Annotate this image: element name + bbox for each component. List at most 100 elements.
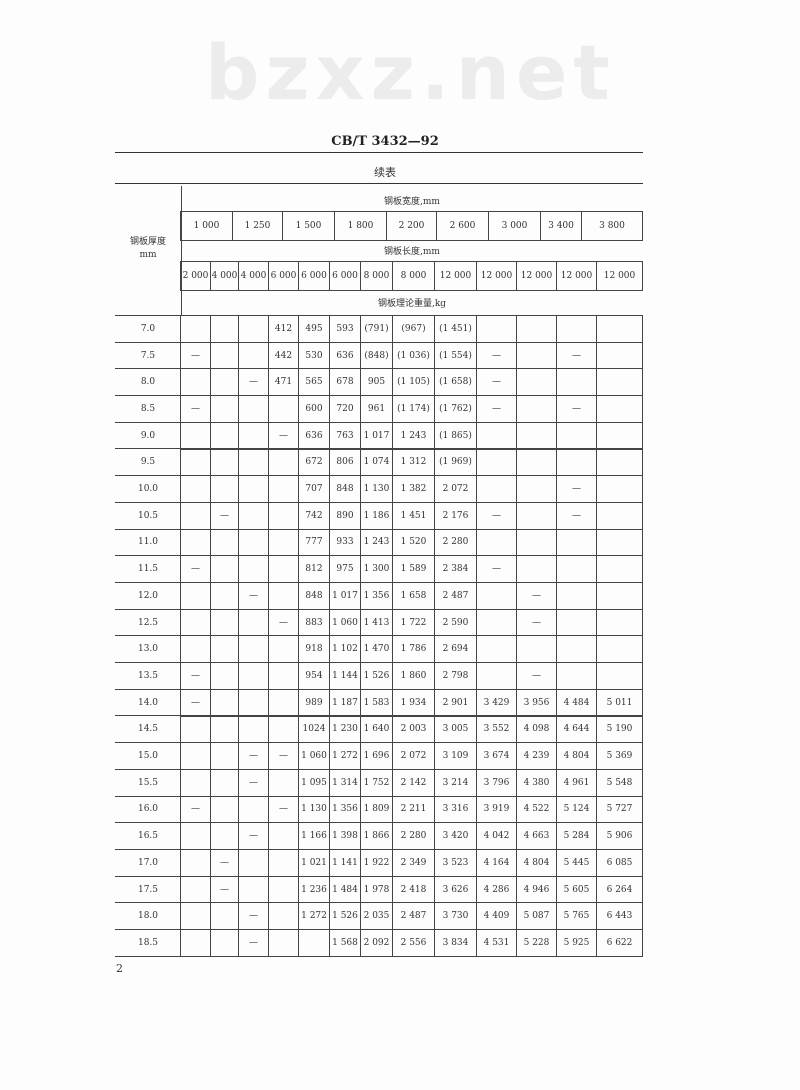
weight-cell: 2 694 [434,635,477,664]
weight-cell: 6 622 [596,929,643,957]
weight-cell [268,501,299,530]
weight-cell [238,555,269,583]
weight-cell: 1 144 [329,662,361,690]
weight-cell: — [210,501,239,530]
weight-cell [180,501,211,530]
weight-cell [210,608,239,637]
length-cell: 6 000 [329,261,361,291]
weight-cell: — [238,742,269,770]
weight-cell [516,315,557,343]
weight-cell: 4 946 [516,875,557,904]
thickness-cell: 8.0 [115,369,181,397]
weight-cell: — [556,501,597,530]
table-row: 16.5 — 1 166 1 398 1 866 2 280 3 420 4 042 4 663… [115,822,643,850]
weight-cell: 1 017 [329,582,361,610]
weight-cell: — [180,662,211,690]
weight-cell: 707 [298,475,330,503]
weight-cell: 1 696 [360,742,393,770]
weight-cell: — [238,822,269,850]
weight-cell: 4 286 [476,875,517,904]
weight-cell [268,688,299,717]
weight-cell [238,715,269,744]
weight-cell: 5 765 [556,902,597,931]
weight-cell [180,315,211,343]
weight-cell: 600 [298,395,330,423]
length-header: 钢板长度,mm [384,247,440,257]
weight-cell: 5 228 [516,929,557,957]
weight-cell: 4 804 [516,849,557,877]
weight-cell [476,582,517,610]
weight-cell: 1 568 [329,929,361,957]
weight-cell: (848) [360,341,393,370]
weight-cell: 1 484 [329,875,361,904]
weight-cell: 1 186 [360,501,393,530]
weight-cell: 1 312 [392,448,435,477]
weight-cell [238,608,269,637]
weight-cell [516,555,557,583]
thickness-cell: 18.5 [115,930,181,957]
weight-cell: 4 409 [476,902,517,931]
weight-cell: 1 243 [392,421,435,450]
weight-cell [476,528,517,557]
weight-cell: 812 [298,555,330,583]
weight-cell: 593 [329,315,361,343]
weight-cell: 4 098 [516,715,557,744]
weight-cell: 1 470 [360,635,393,664]
weight-cell: 1 382 [392,475,435,503]
weight-cell: (1 036) [392,341,435,370]
weight-cell: 1 187 [329,688,361,717]
thickness-cell: 15.0 [115,743,181,770]
table-row: 7.5—442 530 636 (848) (1 036) (1 554) — — [115,341,643,370]
weight-cell [596,421,643,450]
weight-cell: — [180,395,211,423]
weight-cell: 2 072 [434,475,477,503]
weight-cell: 1 451 [392,501,435,530]
weight-cell: 636 [298,421,330,450]
weight-cell [268,849,299,877]
weight-cell: — [180,795,211,824]
thickness-cell: 11.5 [115,556,181,583]
weight-cell: — [516,662,557,690]
weight-cell: 1 398 [329,822,361,850]
weight-cell: 5 124 [556,795,597,824]
width-cell: 2 200 [386,211,437,241]
weight-cell: 1 658 [392,582,435,610]
weight-cell [210,768,239,797]
weight-cell [476,608,517,637]
divider [181,186,182,316]
weight-cell: 5 548 [596,768,643,797]
weight-cell [596,635,643,664]
weight-cell: 2 211 [392,795,435,824]
weight-cell [516,501,557,530]
weight-cell [180,849,211,877]
weight-cell: 961 [360,395,393,423]
weight-cell: (791) [360,315,393,343]
weight-cell [238,395,269,423]
weight-cell: 4 644 [556,715,597,744]
weight-cell [210,688,239,717]
weight-cell: 4 042 [476,822,517,850]
length-cell: 12 000 [434,261,477,291]
weight-cell: 1 922 [360,849,393,877]
table-row: 13.0 918 1 102 1 470 1 786 2 694 [115,635,643,664]
weight-cell: 2 003 [392,715,435,744]
weight-cell: 6 264 [596,875,643,904]
weight-cell: 4 164 [476,849,517,877]
weight-cell: (1 105) [392,368,435,397]
divider [115,183,643,184]
weight-cell [556,315,597,343]
table-caption: 续表 [374,166,396,179]
thickness-cell: 9.5 [115,450,181,477]
weight-cell: 3 919 [476,795,517,824]
weight-cell: 975 [329,555,361,583]
weight-cell [268,929,299,957]
watermark: bzxz.net [205,28,616,117]
weight-cell [298,929,330,957]
weight-cell [596,368,643,397]
weight-cell: 5 087 [516,902,557,931]
weight-cell [268,662,299,690]
weight-cell: 5 445 [556,849,597,877]
weight-cell: — [556,341,597,370]
weight-cell: 3 626 [434,875,477,904]
